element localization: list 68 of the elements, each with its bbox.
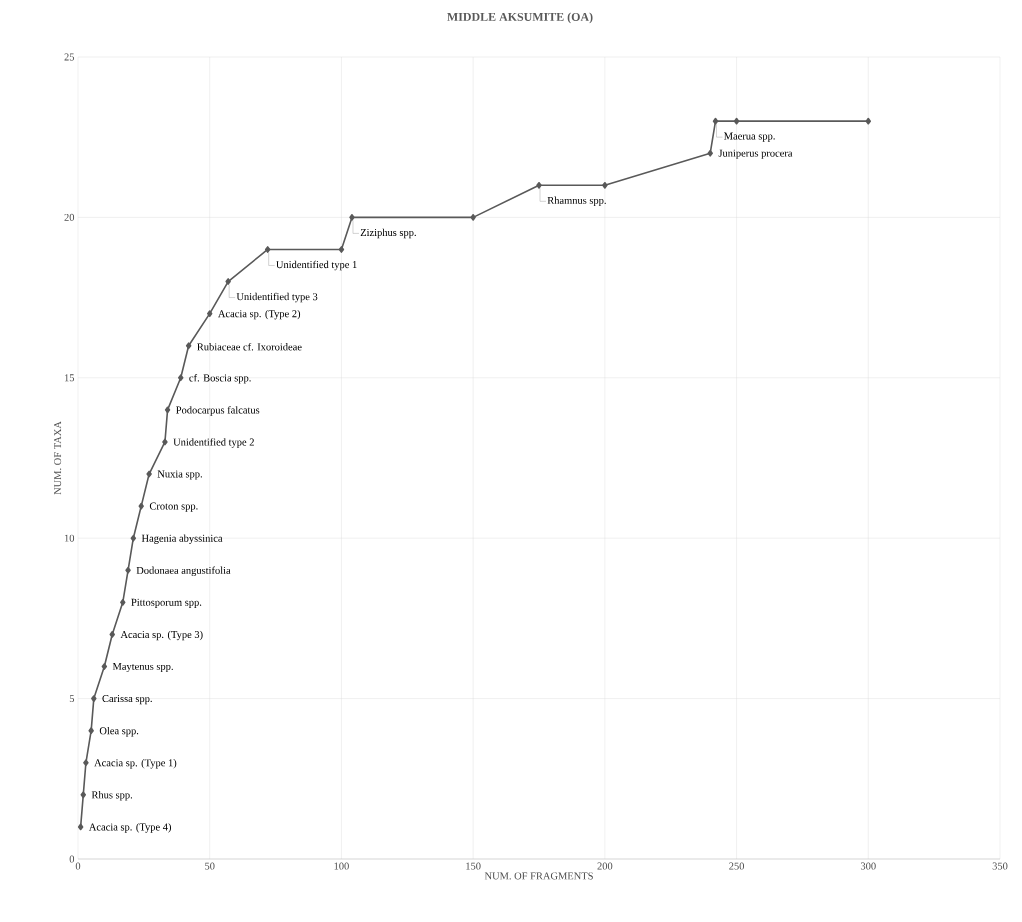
point <box>138 502 144 510</box>
x-tick-label: 250 <box>729 862 745 870</box>
point <box>602 181 608 189</box>
x-tick-label: 100 <box>334 862 349 870</box>
annotation: Acacia sp. (Type 3) <box>120 630 203 641</box>
x-tick-label: 150 <box>466 862 481 870</box>
annotation: Rhus spp. <box>91 791 133 801</box>
point <box>77 823 84 831</box>
point <box>146 470 152 478</box>
annotation: Carissa spp. <box>102 695 152 705</box>
annotation: Unidentified type 2 <box>173 438 254 448</box>
annotation: Pittosporum spp. <box>131 598 202 608</box>
annotation: cf. Boscia spp. <box>189 374 251 384</box>
x-tick-label: 0 <box>75 862 81 870</box>
point <box>185 342 192 350</box>
y-tick-label: 5 <box>69 695 75 703</box>
chart-title: MIDDLE AKSUMITE (OA) <box>447 12 593 24</box>
point <box>733 117 740 125</box>
annotation: Juniperus procera <box>718 149 793 159</box>
y-axis-title: NUM. OF TAXA <box>54 421 62 495</box>
x-tick-label: 300 <box>860 862 876 870</box>
point <box>264 246 271 253</box>
annotation: Unidentified type 1 <box>276 260 357 271</box>
x-tick-label: 200 <box>597 862 613 870</box>
point <box>109 631 115 638</box>
point <box>865 117 872 125</box>
annotation: Rubiaceae cf. Ixoroideae <box>197 342 302 351</box>
y-tick-label: 20 <box>64 213 75 221</box>
annotation: Nuxia spp. <box>157 470 202 480</box>
annotation: Maerua spp. <box>724 132 775 142</box>
point <box>80 791 87 799</box>
annotation: Maytenus spp. <box>112 662 173 673</box>
point <box>130 534 137 542</box>
point <box>120 598 126 606</box>
x-axis-title: NUM. OF FRAGMENTS <box>484 872 593 880</box>
y-tick-label: 10 <box>64 534 75 542</box>
y-tick-label: 0 <box>69 855 75 863</box>
annotation: Acacia sp. (Type 4) <box>88 823 171 833</box>
annotation: Ziziphus spp. <box>360 228 416 239</box>
annotation: Rhamnus spp. <box>547 196 606 207</box>
point <box>536 181 542 189</box>
point <box>178 374 184 382</box>
annotation: Unidentified type 3 <box>236 292 318 303</box>
point <box>162 438 168 446</box>
annotation: Dodonaea angustifolia <box>136 566 231 577</box>
point <box>707 149 713 157</box>
annotation: Podocarpus falcatus <box>176 406 260 416</box>
point <box>349 214 355 221</box>
annotation: Olea spp. <box>99 726 139 737</box>
y-tick-label: 15 <box>64 374 75 382</box>
x-tick-label: 50 <box>205 862 215 870</box>
annotation: Acacia sp. (Type 1) <box>94 759 177 769</box>
point <box>101 663 108 670</box>
annotation: Acacia sp. (Type 2) <box>218 309 301 320</box>
point <box>91 695 97 702</box>
x-tick-label: 350 <box>992 862 1008 870</box>
point <box>470 214 476 221</box>
point <box>338 246 345 253</box>
annotation: Hagenia abyssinica <box>141 534 223 544</box>
point <box>83 759 89 767</box>
annotation: Croton spp. <box>149 502 198 512</box>
point <box>125 566 131 574</box>
point <box>225 278 231 285</box>
y-tick-label: 25 <box>64 53 75 61</box>
point <box>88 727 94 735</box>
point <box>206 310 213 318</box>
point <box>712 117 719 125</box>
point <box>164 406 171 414</box>
